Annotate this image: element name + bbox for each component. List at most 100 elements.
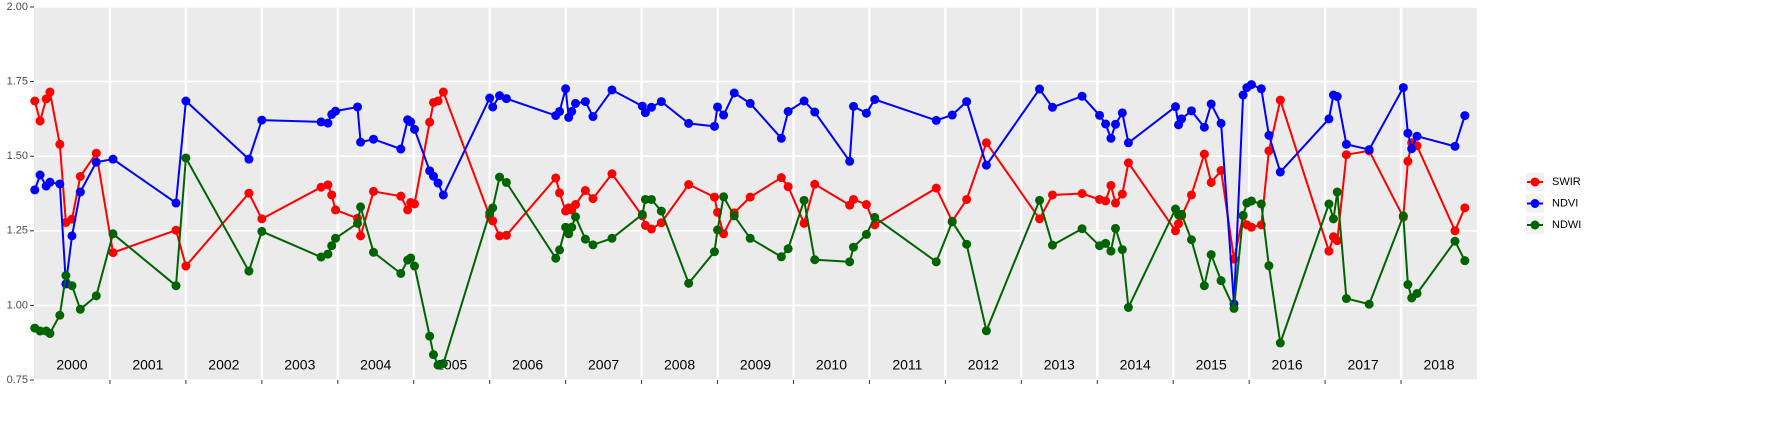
- point: [1047, 102, 1057, 112]
- point: [1324, 114, 1334, 124]
- point: [1450, 226, 1460, 236]
- point: [1106, 180, 1116, 190]
- point: [485, 93, 495, 103]
- point: [1403, 280, 1413, 290]
- period-label: 2002: [208, 357, 239, 373]
- point: [1412, 288, 1422, 298]
- point: [244, 154, 254, 164]
- point: [810, 255, 820, 265]
- point: [353, 218, 363, 228]
- point: [108, 248, 118, 258]
- point: [646, 194, 656, 204]
- point: [67, 231, 77, 241]
- point: [571, 212, 581, 222]
- point: [776, 133, 786, 143]
- point: [75, 304, 85, 314]
- point: [588, 240, 598, 250]
- point: [41, 94, 51, 104]
- point: [1106, 133, 1116, 143]
- y-tick-label: 1.25: [7, 225, 28, 237]
- point: [551, 173, 561, 183]
- point: [353, 102, 363, 112]
- point: [799, 218, 809, 228]
- y-tick-label: 1.50: [7, 150, 28, 162]
- point: [495, 91, 505, 101]
- point: [981, 326, 991, 336]
- point: [1170, 226, 1180, 236]
- point: [438, 359, 448, 369]
- point: [1123, 302, 1133, 312]
- point: [555, 188, 565, 198]
- point: [1275, 338, 1285, 348]
- point: [845, 156, 855, 166]
- point: [316, 117, 326, 127]
- point: [684, 180, 694, 190]
- period-label: 2006: [512, 357, 543, 373]
- point: [428, 350, 438, 360]
- period-label: 2008: [664, 357, 695, 373]
- point: [1199, 281, 1209, 291]
- point: [327, 241, 337, 251]
- point: [108, 229, 118, 239]
- point: [1047, 190, 1057, 200]
- legend-label: NDVI: [1552, 197, 1578, 209]
- point: [1077, 189, 1087, 198]
- point: [607, 85, 617, 95]
- point: [1206, 177, 1216, 187]
- point: [561, 84, 571, 94]
- point: [1101, 238, 1111, 248]
- point: [810, 107, 820, 117]
- point: [1275, 167, 1285, 177]
- point: [1216, 118, 1226, 128]
- point: [1332, 187, 1342, 197]
- period-label: 2003: [284, 357, 315, 373]
- point: [1398, 83, 1408, 93]
- point: [1206, 99, 1216, 109]
- point: [1229, 303, 1239, 313]
- point: [495, 172, 505, 182]
- point: [1101, 119, 1111, 129]
- point: [108, 154, 118, 164]
- point: [1123, 138, 1133, 148]
- point: [488, 216, 498, 226]
- point: [257, 214, 267, 224]
- point: [1264, 261, 1274, 271]
- point: [396, 144, 406, 154]
- point: [845, 257, 855, 267]
- point: [409, 124, 419, 134]
- period-label: 2009: [740, 357, 771, 373]
- point: [776, 252, 786, 262]
- point: [61, 271, 71, 281]
- point: [1403, 156, 1413, 166]
- point: [656, 206, 666, 216]
- point: [409, 261, 419, 271]
- period-label: 2018: [1423, 357, 1454, 373]
- point: [501, 230, 511, 240]
- point: [1256, 199, 1266, 209]
- point: [438, 190, 448, 200]
- point: [433, 178, 443, 188]
- point: [409, 199, 419, 209]
- point: [244, 266, 254, 276]
- point: [1412, 131, 1422, 141]
- point: [171, 225, 181, 235]
- point: [870, 95, 880, 105]
- point: [1460, 256, 1470, 266]
- period-label: 2015: [1196, 357, 1227, 373]
- point: [1199, 149, 1209, 159]
- point: [555, 245, 565, 255]
- point: [947, 110, 957, 120]
- point: [1101, 196, 1111, 206]
- point: [567, 106, 577, 116]
- point: [501, 94, 511, 104]
- point: [656, 97, 666, 107]
- point: [719, 192, 729, 202]
- point: [1407, 144, 1417, 154]
- point: [799, 96, 809, 106]
- point: [488, 102, 498, 112]
- point: [1238, 90, 1248, 100]
- point: [745, 98, 755, 108]
- point: [870, 212, 880, 222]
- point: [1170, 102, 1180, 112]
